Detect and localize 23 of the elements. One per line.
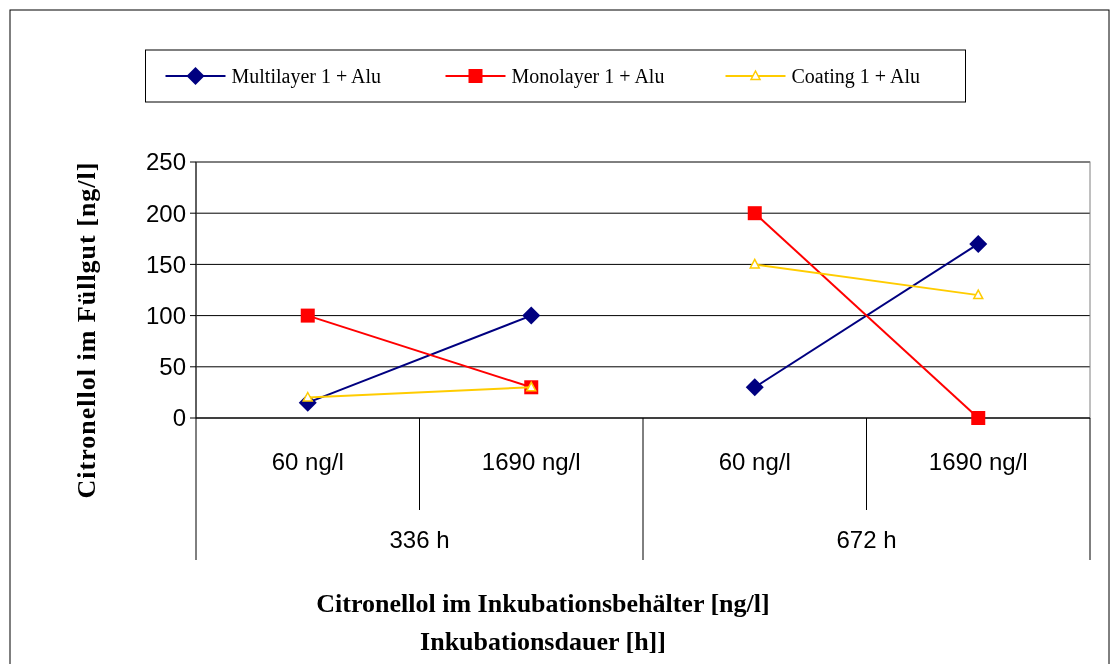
legend-label: Monolayer 1 + Alu bbox=[511, 65, 665, 88]
x-tick-label: 1690 ng/l bbox=[928, 448, 1028, 475]
y-tick-label: 150 bbox=[145, 250, 186, 278]
x-axis-title: Citronellol im Inkubationsbehälter [ng/l] Inkubationsdauer [h]] bbox=[316, 589, 770, 656]
legend-label: Coating 1 + Alu bbox=[791, 65, 921, 88]
x-tick-label: 1690 ng/l bbox=[481, 448, 581, 475]
point bbox=[300, 308, 315, 323]
point bbox=[522, 306, 541, 325]
point bbox=[969, 234, 988, 253]
y-tick-label: 200 bbox=[145, 199, 186, 227]
y-axis-title: Citronellol im Füllgut [ng/l] bbox=[72, 161, 101, 499]
x-tick-label: 60 ng/l bbox=[718, 448, 791, 475]
y-tick-label: 100 bbox=[145, 302, 186, 329]
text: 336 h bbox=[389, 526, 450, 553]
y-tick-label: 250 bbox=[145, 148, 186, 176]
point bbox=[747, 206, 762, 221]
point bbox=[971, 411, 986, 425]
y-tick-label: 50 bbox=[159, 353, 186, 381]
x-tick-label: 60 ng/l bbox=[271, 448, 344, 475]
point bbox=[745, 378, 764, 397]
y-tick-label: 0 bbox=[172, 404, 186, 432]
text: 672 h bbox=[836, 526, 897, 553]
legend-label: Multilayer 1 + Alu bbox=[231, 65, 382, 88]
